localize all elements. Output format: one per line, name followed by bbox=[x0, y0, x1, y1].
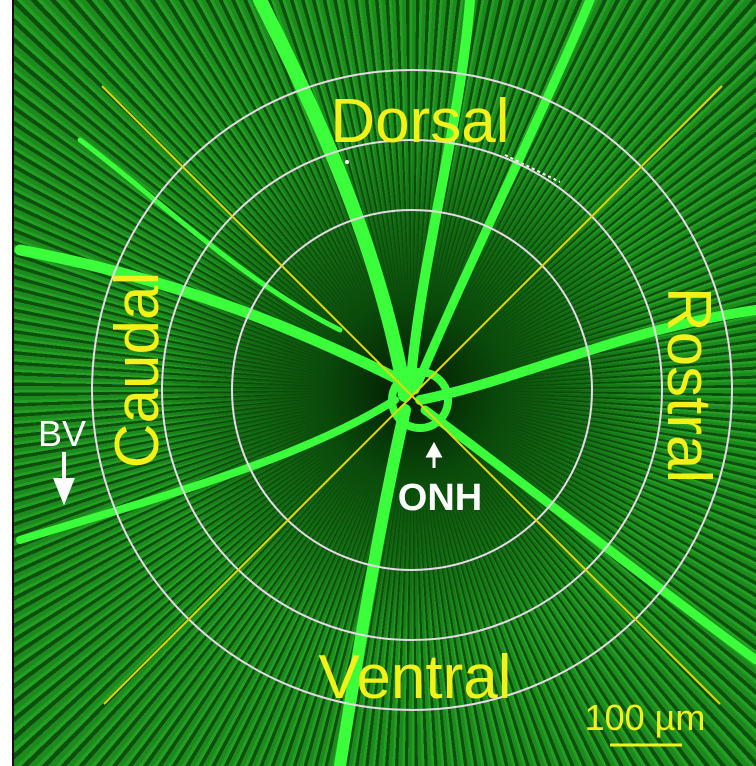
label-caudal: Caudal bbox=[103, 272, 172, 468]
bv-arrow bbox=[56, 452, 72, 500]
vessel bbox=[340, 410, 405, 766]
page: Dorsal Ventral Caudal Rostral BV ONH 100… bbox=[0, 0, 756, 766]
label-dorsal: Dorsal bbox=[330, 87, 509, 156]
diagonal bbox=[104, 86, 722, 704]
onh-arrow bbox=[428, 445, 440, 468]
label-bv: BV bbox=[38, 413, 86, 454]
axes bbox=[102, 86, 722, 704]
dot-mark bbox=[345, 160, 349, 164]
diagonal bbox=[102, 86, 720, 704]
overlay: Dorsal Ventral Caudal Rostral BV ONH 100… bbox=[0, 0, 756, 766]
scale-label: 100 µm bbox=[585, 697, 706, 738]
label-onh: ONH bbox=[398, 477, 482, 519]
label-rostral: Rostral bbox=[654, 287, 723, 483]
vessel bbox=[260, 0, 405, 395]
label-ventral: Ventral bbox=[318, 643, 511, 712]
vessel bbox=[20, 250, 400, 380]
